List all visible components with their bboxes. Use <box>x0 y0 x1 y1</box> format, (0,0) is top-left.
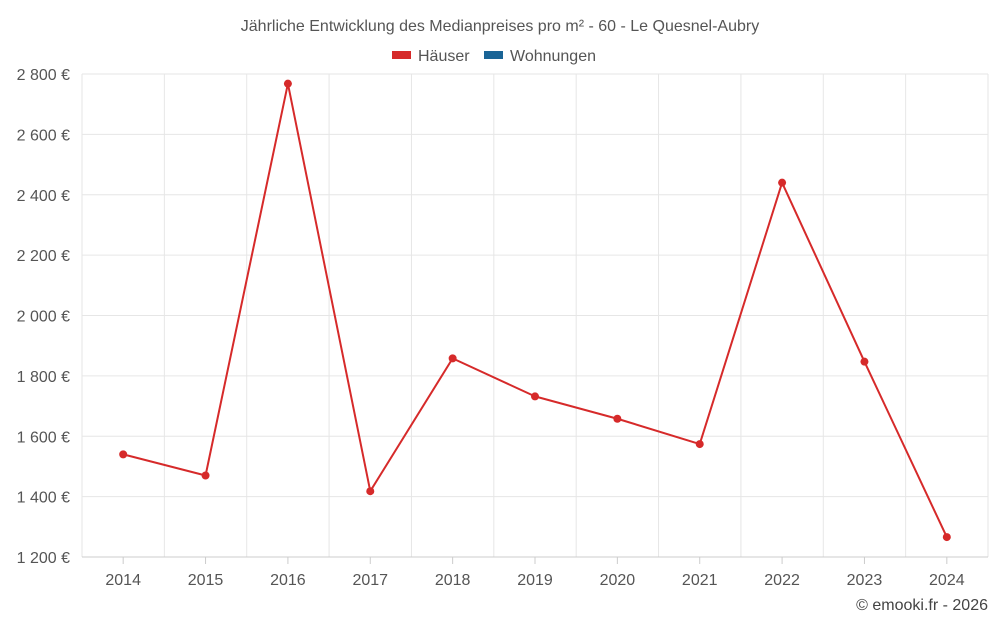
data-point[interactable] <box>201 471 210 480</box>
x-tick-label: 2021 <box>682 572 718 589</box>
grid <box>81 73 989 557</box>
data-point[interactable] <box>366 487 375 496</box>
data-point[interactable] <box>695 440 704 449</box>
x-tick-label: 2019 <box>517 572 553 589</box>
x-tick-label: 2022 <box>764 572 800 589</box>
data-point[interactable] <box>860 357 869 366</box>
x-tick-label: 2015 <box>188 572 224 589</box>
x-tick-label: 2014 <box>105 572 141 589</box>
y-tick-label: 1 800 € <box>17 369 70 386</box>
legend-label-wohnungen[interactable]: Wohnungen <box>510 48 596 65</box>
legend-swatch-wohnungen <box>484 51 503 59</box>
data-point[interactable] <box>531 392 539 401</box>
y-tick-label: 2 400 € <box>17 188 70 205</box>
legend-label-haeuser[interactable]: Häuser <box>418 48 470 65</box>
credit-text: © emooki.fr - 2026 <box>856 597 988 614</box>
x-tick-label: 2020 <box>600 572 636 589</box>
x-tick-label: 2016 <box>270 572 306 589</box>
data-point[interactable] <box>283 79 292 88</box>
y-tick-label: 1 200 € <box>17 550 70 567</box>
axes: 1 200 € 1 400 € 1 600 € 1 800 € 2 000 € 2 200… <box>17 67 988 589</box>
x-tick-label: 2024 <box>929 572 965 589</box>
data-point[interactable] <box>778 178 787 187</box>
y-tick-label: 2 200 € <box>17 248 70 265</box>
chart-title: Jährliche Entwicklung des Medianpreises … <box>241 18 759 35</box>
data-point[interactable] <box>119 450 128 459</box>
legend-swatch-haeuser <box>392 51 411 59</box>
x-tick-label: 2018 <box>435 572 471 589</box>
y-tick-label: 2 000 € <box>17 309 70 326</box>
series-haeuser <box>119 79 951 542</box>
x-tick-label: 2023 <box>847 572 883 589</box>
legend: Häuser Wohnungen <box>392 48 596 65</box>
data-point[interactable] <box>448 354 457 363</box>
x-tick-label: 2017 <box>352 572 388 589</box>
y-tick-label: 1 400 € <box>17 490 70 507</box>
y-tick-label: 2 600 € <box>17 127 70 144</box>
data-point[interactable] <box>942 533 951 542</box>
data-point[interactable] <box>613 414 622 423</box>
y-tick-label: 2 800 € <box>17 67 70 84</box>
y-tick-label: 1 600 € <box>17 429 70 446</box>
